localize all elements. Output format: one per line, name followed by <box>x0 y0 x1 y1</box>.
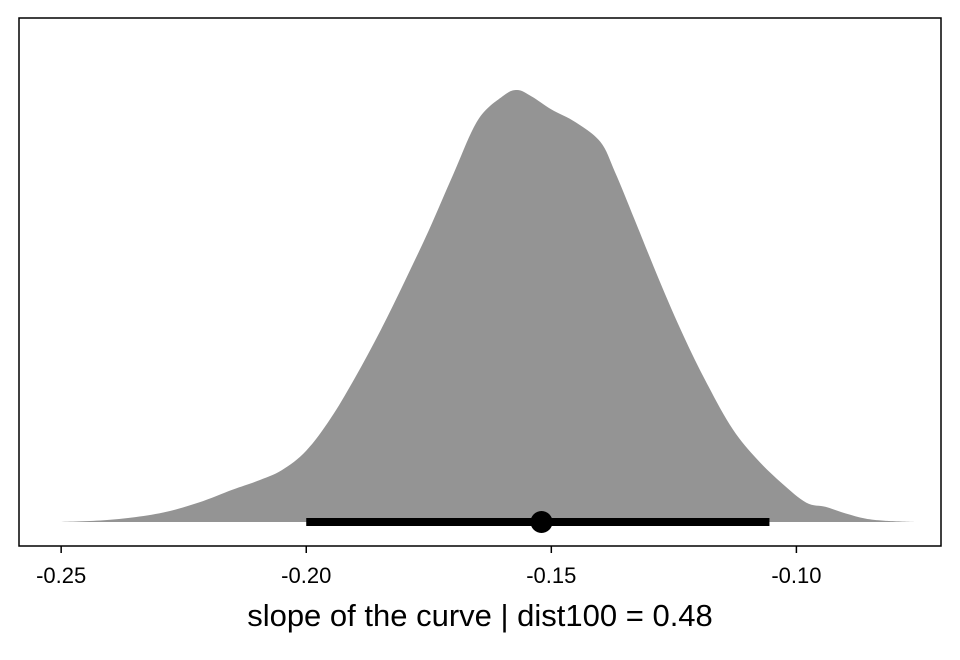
x-tick-label: -0.10 <box>771 563 821 588</box>
x-axis: -0.25 -0.20 -0.15 -0.10 <box>36 546 821 588</box>
x-tick-label: -0.20 <box>281 563 331 588</box>
density-area <box>61 90 917 522</box>
point-estimate-dot <box>530 511 553 533</box>
x-tick-label: -0.25 <box>36 563 86 588</box>
x-axis-title: slope of the curve | dist100 = 0.48 <box>247 598 713 633</box>
x-tick-label: -0.15 <box>526 563 576 588</box>
